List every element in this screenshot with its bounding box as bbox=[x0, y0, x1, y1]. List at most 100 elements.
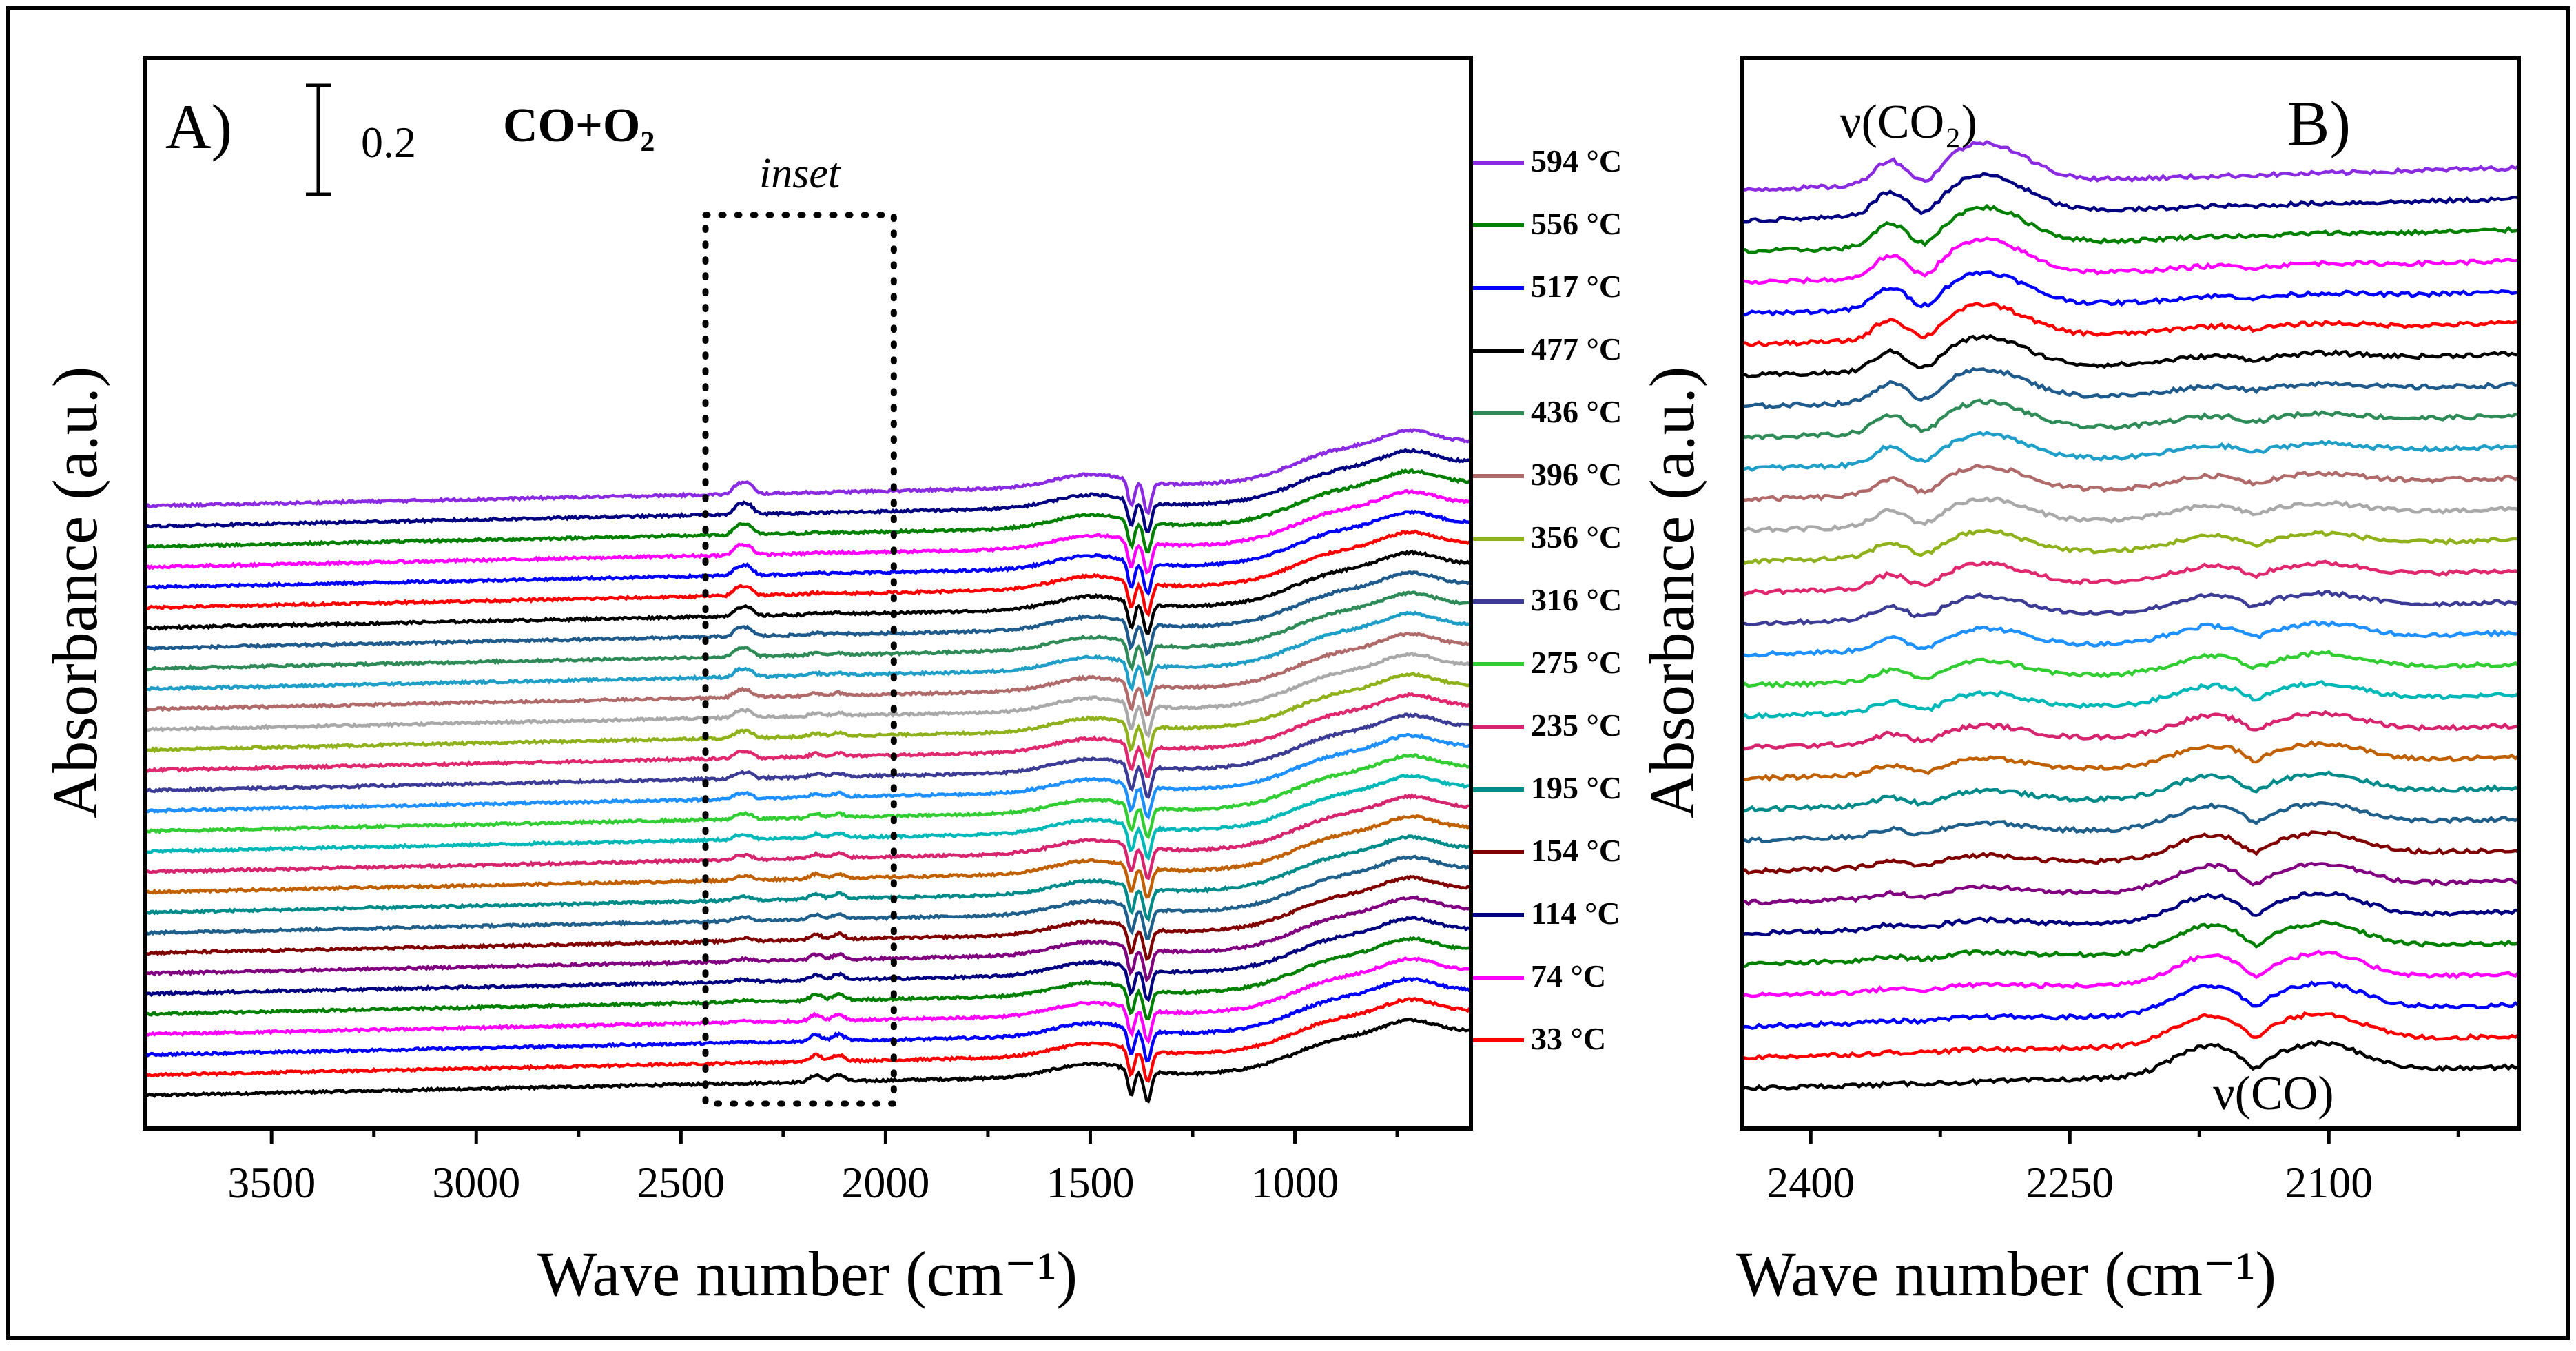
temperature-label: 275 °C bbox=[1531, 645, 1622, 680]
spectrum-line-a bbox=[147, 895, 1469, 983]
panel-b-frame bbox=[1740, 56, 2521, 1131]
spectrum-line-a bbox=[147, 854, 1469, 940]
spectrum-line-b bbox=[1744, 829, 2517, 875]
spectrum-line-b bbox=[1744, 367, 2517, 410]
spectrum-line-a bbox=[147, 529, 1469, 617]
spectrum-line-a bbox=[147, 651, 1469, 739]
panel-b-series bbox=[1744, 140, 2517, 1091]
spectrum-line-b bbox=[1744, 861, 2517, 907]
temperature-markers bbox=[1473, 161, 1524, 1042]
spectrum-line-b bbox=[1744, 140, 2517, 192]
spectrum-line-a bbox=[147, 774, 1469, 861]
spectrum-line-b bbox=[1744, 590, 2517, 627]
spectrum-line-b bbox=[1744, 919, 2517, 968]
panel-a-y-axis-title: Absorbance (a.u.) bbox=[40, 367, 110, 819]
x-tick-label: 2250 bbox=[2026, 1158, 2114, 1207]
temperature-label: 396 °C bbox=[1531, 457, 1622, 492]
spectrum-line-a bbox=[147, 1017, 1469, 1104]
spectrum-line-a bbox=[147, 976, 1469, 1063]
spectrum-line-b bbox=[1744, 333, 2517, 379]
co2-band-annotation: ν(CO₂) bbox=[1840, 96, 1977, 149]
spectrum-line-b bbox=[1744, 1011, 2517, 1061]
spectrum-line-b bbox=[1744, 740, 2517, 782]
temperature-label: 517 °C bbox=[1531, 269, 1622, 304]
spectrum-line-b bbox=[1744, 710, 2517, 751]
temperature-label: 356 °C bbox=[1531, 519, 1622, 555]
x-tick-label: 2400 bbox=[1766, 1158, 1855, 1207]
temperature-label: 477 °C bbox=[1531, 331, 1622, 367]
spectrum-line-b bbox=[1744, 801, 2517, 844]
chart-subtitle: CO+O₂ bbox=[503, 99, 655, 152]
x-tick-label: 2100 bbox=[2285, 1158, 2373, 1207]
temperature-label: 436 °C bbox=[1531, 394, 1622, 429]
temperature-label: 114 °C bbox=[1531, 896, 1620, 931]
spectrum-line-a bbox=[147, 509, 1469, 596]
x-tick-label: 2500 bbox=[637, 1158, 725, 1207]
temperature-label: 154 °C bbox=[1531, 833, 1622, 868]
panel-a-x-axis-title: Wave number (cm⁻¹) bbox=[537, 1239, 1078, 1309]
x-tick-label: 1000 bbox=[1251, 1158, 1339, 1207]
spectrum-line-a bbox=[147, 792, 1469, 880]
spectrum-line-a bbox=[147, 753, 1469, 840]
spectrum-line-a bbox=[147, 692, 1469, 778]
spectrum-line-a bbox=[147, 468, 1469, 554]
panel-b-x-ticks bbox=[1809, 1128, 2460, 1144]
inset-box bbox=[702, 212, 897, 1107]
temperature-label: 235 °C bbox=[1531, 708, 1622, 743]
spectrum-line-a bbox=[147, 956, 1469, 1044]
panel-a-frame bbox=[143, 56, 1473, 1131]
spectrum-line-b bbox=[1744, 528, 2517, 566]
spectrum-line-b bbox=[1744, 236, 2517, 285]
spectrum-line-b bbox=[1744, 620, 2517, 658]
spectrum-line-a bbox=[147, 732, 1469, 821]
spectrum-line-b bbox=[1744, 949, 2517, 998]
co-band-annotation: ν(CO) bbox=[2213, 1067, 2334, 1120]
spectrum-line-b bbox=[1744, 680, 2517, 720]
temperature-label: 33 °C bbox=[1531, 1021, 1606, 1056]
spectrum-line-a bbox=[147, 448, 1469, 533]
temperature-label: 556 °C bbox=[1531, 206, 1622, 241]
spectrum-line-a bbox=[147, 610, 1469, 698]
spectrum-line-b bbox=[1744, 172, 2517, 224]
spectrum-line-b bbox=[1744, 980, 2517, 1030]
spectrum-line-b bbox=[1744, 891, 2517, 936]
spectrum-line-a bbox=[147, 936, 1469, 1021]
spectrum-line-b bbox=[1744, 559, 2517, 597]
x-tick-label: 3500 bbox=[227, 1158, 316, 1207]
spectrum-line-a bbox=[147, 570, 1469, 657]
spectrum-line-a bbox=[147, 672, 1469, 759]
spectrum-line-b bbox=[1744, 270, 2517, 317]
temperature-label: 74 °C bbox=[1531, 958, 1606, 993]
panel-b-y-axis-title: Absorbance (a.u.) bbox=[1637, 367, 1707, 819]
spectrum-line-b bbox=[1744, 203, 2517, 254]
scale-bar bbox=[306, 83, 331, 196]
x-tick-label: 1500 bbox=[1047, 1158, 1135, 1207]
spectrum-line-a bbox=[147, 997, 1469, 1083]
spectrum-line-a bbox=[147, 590, 1469, 676]
scale-bar-label: 0.2 bbox=[361, 118, 416, 167]
spectrum-line-b bbox=[1744, 302, 2517, 348]
spectrum-line-b bbox=[1744, 398, 2517, 441]
spectrum-line-b bbox=[1744, 650, 2517, 689]
panel-b-x-axis-title: Wave number (cm⁻¹) bbox=[1736, 1239, 2276, 1309]
spectrum-line-a bbox=[147, 549, 1469, 635]
outer-frame bbox=[6, 6, 2570, 1340]
spectrum-line-a bbox=[147, 428, 1469, 515]
spectrum-line-b bbox=[1744, 1040, 2517, 1091]
spectrum-line-a bbox=[147, 814, 1469, 899]
spectrum-line-b bbox=[1744, 496, 2517, 533]
temperature-label: 195 °C bbox=[1531, 770, 1622, 805]
spectrum-line-a bbox=[147, 631, 1469, 717]
panel-b-label: B) bbox=[2287, 88, 2351, 158]
spectrum-line-b bbox=[1744, 770, 2517, 813]
spectrum-line-b bbox=[1744, 431, 2517, 472]
panel-a-label: A) bbox=[165, 92, 232, 162]
temperature-label: 316 °C bbox=[1531, 582, 1622, 617]
x-tick-label: 3000 bbox=[432, 1158, 520, 1207]
x-tick-label: 2000 bbox=[841, 1158, 929, 1207]
spectrum-line-a bbox=[147, 488, 1469, 575]
panel-a-x-ticks bbox=[269, 1128, 1399, 1144]
temperature-label: 594 °C bbox=[1531, 143, 1622, 178]
spectrum-line-b bbox=[1744, 464, 2517, 503]
